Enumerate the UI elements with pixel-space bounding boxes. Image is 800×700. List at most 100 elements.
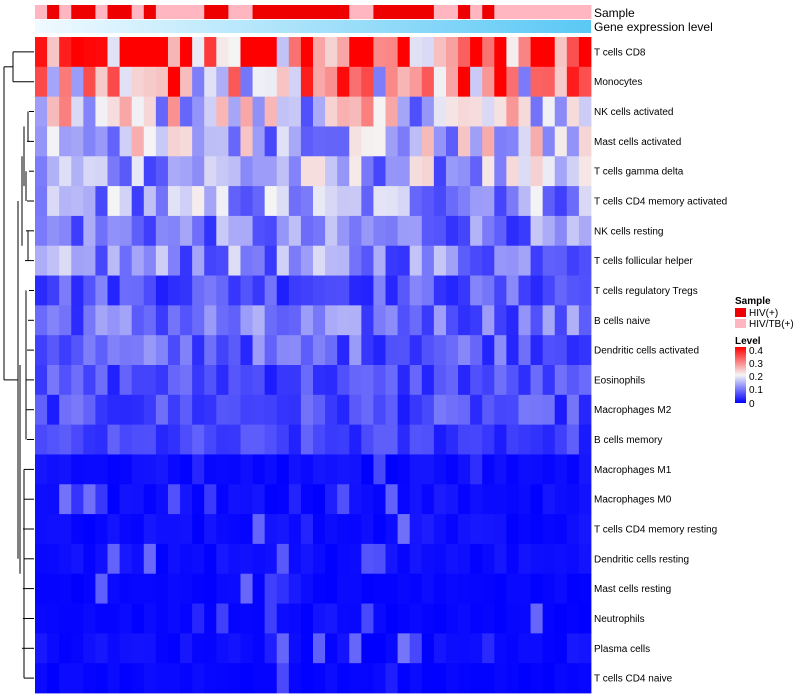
heatmap-cell [566, 275, 580, 306]
heatmap-cell [349, 603, 362, 634]
heatmap-cell [288, 603, 302, 634]
heatmap-cell [325, 126, 338, 157]
heatmap-cell [542, 275, 556, 306]
heatmap-cell [361, 484, 374, 515]
heatmap-cell [155, 335, 169, 366]
heatmap-cell [421, 454, 435, 485]
heatmap-cell [143, 305, 157, 336]
heatmap-cell [143, 454, 157, 485]
heatmap-cell [542, 305, 556, 336]
heatmap-cell [155, 543, 169, 575]
heatmap-cell [204, 424, 217, 455]
sample-annotation-cell [397, 5, 411, 19]
heatmap-cell [192, 66, 205, 98]
heatmap-cell [421, 126, 435, 157]
heatmap-cell [349, 305, 362, 336]
heatmap-cell [180, 66, 193, 98]
heatmap-cell [470, 37, 483, 68]
heatmap-cell [252, 126, 266, 157]
heatmap-cell [530, 663, 544, 694]
heatmap-cell [192, 215, 205, 247]
heatmap-cell [409, 454, 423, 485]
heatmap-cell [252, 543, 266, 575]
heatmap-cell [554, 305, 568, 336]
heatmap-cell [47, 186, 60, 217]
heatmap-cell [47, 514, 60, 545]
heatmap-cell [228, 156, 241, 187]
heatmap-cell [143, 603, 157, 634]
heatmap-cell [119, 96, 133, 127]
heatmap-cell [433, 573, 447, 604]
heatmap-cell [542, 633, 556, 664]
heatmap-cell [288, 424, 302, 455]
heatmap-cell [204, 126, 217, 157]
heatmap-cell [131, 37, 145, 68]
heatmap-cell [373, 126, 386, 157]
heatmap-cell [155, 126, 169, 157]
heatmap-cell [228, 633, 241, 664]
heatmap-cell [385, 394, 399, 426]
heatmap-cell [458, 454, 471, 485]
heatmap-cell [240, 37, 253, 68]
heatmap-cell [373, 96, 386, 127]
heatmap-cell [167, 603, 181, 634]
heatmap-cell [494, 66, 507, 98]
heatmap-cell [47, 394, 60, 426]
heatmap-cell [264, 215, 278, 247]
heatmap-cell [83, 603, 96, 634]
heatmap-cell [361, 543, 374, 575]
heatmap-cell [397, 96, 411, 127]
heatmap-cell [300, 514, 314, 545]
heatmap-cell [167, 663, 181, 694]
row-label: B cells memory [594, 435, 662, 446]
heatmap-cell [349, 156, 362, 187]
heatmap-cell [566, 454, 580, 485]
heatmap-cell [433, 186, 447, 217]
heatmap-cell [482, 603, 495, 634]
heatmap-cell [421, 394, 435, 426]
heatmap-cell [445, 394, 459, 426]
heatmap-cell [542, 245, 556, 276]
heatmap-cell [349, 514, 362, 545]
heatmap-cell [119, 633, 133, 664]
heatmap-cell [216, 186, 229, 217]
heatmap-cell [397, 603, 411, 634]
heatmap-cell [337, 275, 350, 306]
sample-annotation-cell [482, 5, 495, 19]
heatmap-cell [349, 96, 362, 127]
heatmap-cell [192, 96, 205, 127]
row-label: Mast cells resting [594, 584, 671, 595]
legend-label-hiv-tb: HIV/TB(+) [749, 319, 794, 330]
heatmap-cell [542, 156, 556, 187]
heatmap-cell [252, 663, 266, 694]
heatmap-cell [421, 484, 435, 515]
heatmap-cell [131, 514, 145, 545]
heatmap-cell [530, 394, 544, 426]
row-label: Plasma cells [594, 644, 650, 655]
heatmap-cell [180, 96, 193, 127]
heatmap-cell [107, 394, 121, 426]
heatmap-cell [71, 454, 84, 485]
heatmap-cell [192, 394, 205, 426]
heatmap-cell [433, 126, 447, 157]
heatmap-cell [458, 424, 471, 455]
heatmap-cell [373, 484, 386, 515]
heatmap-cell [228, 66, 241, 98]
heatmap-cell [337, 37, 350, 68]
heatmap-cell [554, 335, 568, 366]
heatmap-cell [361, 454, 374, 485]
heatmap-cell [228, 335, 241, 366]
heatmap-cell [578, 275, 592, 306]
heatmap-cell [59, 305, 72, 336]
heatmap-cell [373, 186, 386, 217]
heatmap-cell [288, 37, 302, 68]
heatmap-cell [216, 215, 229, 247]
heatmap-cell [458, 126, 471, 157]
heatmap-cell [192, 424, 205, 455]
heatmap-cell [192, 305, 205, 336]
heatmap-cell [530, 573, 544, 604]
row-label: Eosinophils [594, 375, 645, 386]
heatmap-cell [155, 245, 169, 276]
heatmap-cell [482, 663, 495, 694]
heatmap-cell [530, 305, 544, 336]
